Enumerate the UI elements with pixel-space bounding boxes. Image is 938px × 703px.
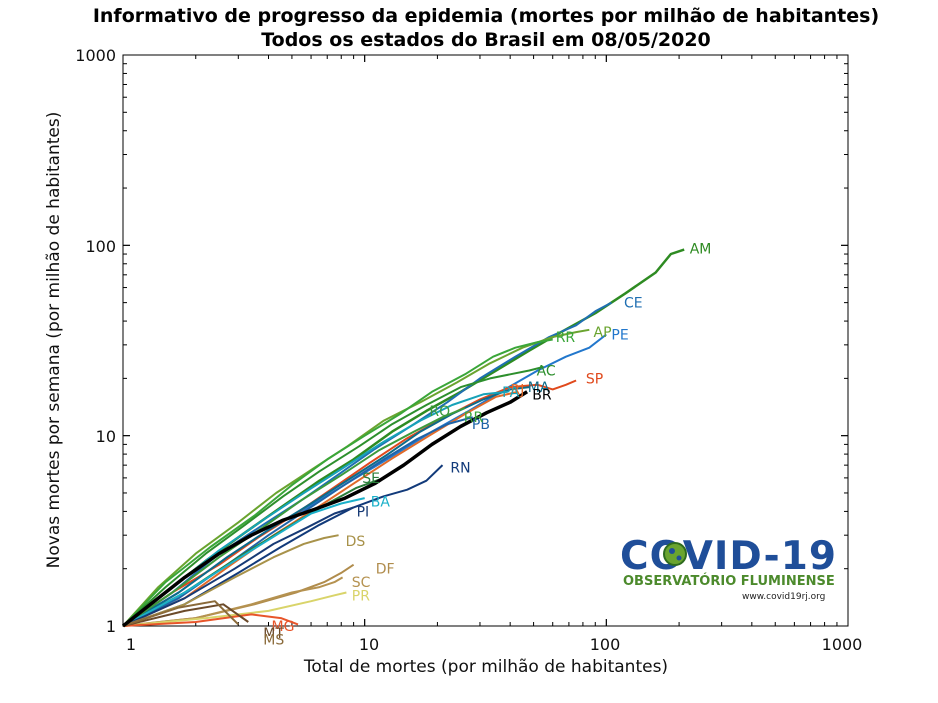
series-label-pa: PA — [502, 385, 520, 401]
series-label-sp: SP — [586, 371, 603, 387]
x-tick-labels: 1 10 100 1000 — [126, 635, 862, 654]
x-axis-label: Total de mortes (por milhão de habitante… — [303, 657, 668, 677]
series-line-ms — [122, 600, 240, 627]
x-tick-label: 1 — [126, 635, 136, 654]
series-label-pb: PB — [472, 417, 490, 433]
y-axis-label: Novas mortes por semana (por milhão de h… — [44, 112, 64, 569]
series-label-br: BR — [532, 387, 552, 403]
series-label-ac: AC — [537, 364, 556, 380]
series-label-ro: RO — [429, 404, 450, 420]
series-line-sp — [122, 379, 577, 627]
y-tick-label: 10 — [96, 427, 116, 446]
logo-subtitle: OBSERVATÓRIO FLUMINENSE — [623, 573, 835, 589]
series-label-ce: CE — [624, 296, 643, 312]
series-label-am: AM — [690, 242, 712, 258]
series-line-rj — [122, 390, 519, 627]
chart-title: Informativo de progresso da epidemia (mo… — [93, 5, 879, 27]
x-tick-label: 100 — [590, 635, 621, 654]
series-lines — [121, 248, 685, 628]
series-line-rn — [122, 464, 444, 627]
covid-observatory-logo: COVID-19 OBSERVATÓRIO FLUMINENSE www.cov… — [620, 534, 837, 602]
axis-ticks — [122, 54, 849, 627]
series-line-br — [121, 390, 529, 628]
series-label-ma: MA — [528, 380, 550, 396]
series-line-mg — [122, 613, 299, 627]
series-line-pi — [122, 506, 354, 627]
series-label-rr: RR — [464, 410, 484, 426]
series-line-ma — [122, 386, 530, 627]
x-tick-label: 1000 — [822, 635, 863, 654]
logo-title: COVID-19 — [620, 534, 837, 579]
series-line-ro — [122, 406, 466, 627]
series-line-es — [122, 534, 339, 627]
series-label-ba: BA — [371, 495, 391, 511]
series-line-ba — [122, 497, 365, 627]
series-label-rn: RN — [450, 461, 470, 477]
series-label-pr: PR — [352, 588, 370, 604]
series-label-mt: MT — [263, 626, 284, 642]
series-label-sc: SC — [352, 575, 371, 591]
series-label-ms: MS — [263, 632, 284, 648]
series-label-rr: RR — [556, 330, 576, 346]
y-tick-label: 1 — [106, 617, 116, 636]
series-label-df: DF — [376, 562, 395, 578]
series-label-pe: PE — [611, 328, 628, 344]
series-label-ap: AP — [594, 325, 612, 341]
plot-frame — [122, 54, 849, 627]
chart-subtitle: Todos os estados do Brasil em 08/05/2020 — [261, 29, 711, 51]
series-line-pr — [122, 591, 347, 627]
series-label-se: SE — [362, 471, 380, 487]
series-line-rr — [122, 338, 553, 627]
x-tick-label: 10 — [359, 635, 379, 654]
y-tick-labels: 1 10 100 1000 — [75, 46, 116, 636]
virus-icon — [663, 542, 687, 566]
series-line-ac — [122, 365, 544, 627]
series-label-pi: PI — [357, 504, 370, 520]
series-label-mg: MG — [272, 619, 295, 635]
series-label-ds: DS — [346, 534, 366, 550]
series-line-mt — [122, 603, 249, 627]
y-tick-label: 1000 — [75, 46, 116, 65]
series-label-rj: RJ — [511, 382, 525, 398]
y-tick-label: 100 — [85, 237, 116, 256]
logo-url: www.covid19rj.org — [742, 592, 825, 602]
